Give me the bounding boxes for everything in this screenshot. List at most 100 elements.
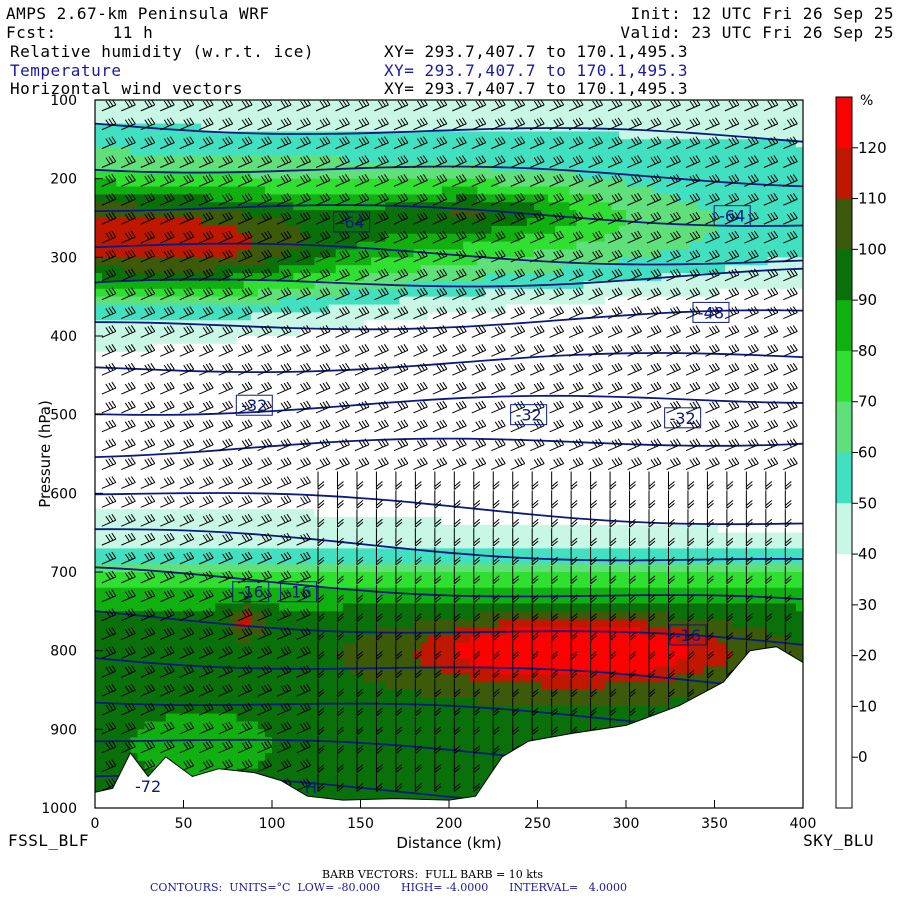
rh-cell	[328, 100, 337, 109]
rh-cell	[137, 572, 146, 581]
rh-cell	[151, 595, 160, 605]
rh-cell	[158, 438, 167, 447]
rh-cell	[172, 375, 181, 384]
rh-cell	[172, 634, 181, 644]
rh-cell	[342, 383, 351, 392]
rh-cell	[463, 336, 471, 345]
rh-cell	[349, 461, 358, 471]
rh-cell	[215, 359, 224, 369]
rh-cell	[279, 674, 287, 683]
rh-cell	[364, 760, 372, 770]
rh-cell	[449, 304, 457, 313]
rh-cell	[109, 579, 117, 589]
rh-cell	[151, 705, 160, 715]
rh-cell	[307, 288, 316, 298]
rh-cell	[434, 540, 443, 549]
rh-cell	[116, 131, 124, 140]
rh-cell	[335, 713, 344, 723]
rh-cell	[194, 634, 202, 644]
rh-cell	[130, 430, 139, 439]
rh-cell	[95, 225, 103, 235]
rh-cell	[342, 524, 351, 534]
rh-cell	[342, 752, 351, 762]
rh-cell	[463, 666, 471, 675]
rh-cell	[413, 564, 422, 573]
rh-cell	[187, 595, 195, 605]
rh-cell	[378, 257, 386, 266]
rh-cell	[222, 658, 231, 667]
rh-cell	[165, 139, 174, 148]
rh-cell	[307, 682, 316, 691]
rh-cell	[201, 233, 209, 243]
rh-cell	[102, 745, 110, 754]
rh-cell	[385, 634, 393, 644]
rh-cell	[201, 186, 209, 195]
rh-cell	[456, 516, 464, 526]
rh-cell	[215, 682, 224, 691]
rh-cell	[342, 218, 351, 227]
rh-cell	[385, 328, 393, 337]
rh-cell	[371, 760, 379, 770]
rh-cell	[116, 398, 124, 408]
rh-cell	[456, 280, 464, 290]
rh-cell	[335, 446, 344, 455]
rh-cell	[194, 422, 202, 431]
rh-cell	[399, 658, 408, 667]
rh-cell	[399, 328, 408, 337]
rh-cell	[243, 619, 252, 628]
rh-cell	[201, 634, 209, 644]
rh-cell	[165, 705, 174, 715]
rh-cell	[300, 194, 308, 203]
rh-cell	[194, 131, 202, 140]
rh-cell	[250, 178, 259, 188]
rh-cell	[123, 391, 131, 400]
rh-cell	[477, 351, 485, 361]
rh-cell	[179, 532, 188, 542]
rh-cell	[109, 257, 117, 266]
rh-cell	[399, 414, 408, 424]
rh-cell	[427, 343, 436, 353]
rh-cell	[420, 446, 429, 455]
rh-cell	[307, 210, 316, 219]
rh-cell	[406, 257, 415, 266]
rh-cell	[272, 666, 280, 675]
rh-cell	[456, 611, 464, 620]
rh-cell	[144, 469, 153, 479]
rh-cell	[463, 501, 471, 510]
rh-cell	[286, 241, 294, 251]
rh-cell	[208, 288, 216, 298]
rh-cell	[399, 139, 408, 148]
rh-cell	[413, 524, 422, 534]
rh-cell	[229, 178, 238, 188]
rh-cell	[222, 713, 231, 723]
rh-cell	[456, 454, 464, 463]
rh-cell	[300, 391, 308, 400]
rh-cell	[456, 532, 464, 542]
rh-cell	[378, 690, 386, 699]
rh-cell	[463, 414, 471, 424]
rh-cell	[208, 398, 216, 408]
rh-cell	[300, 658, 308, 667]
rh-cell	[137, 690, 146, 699]
rh-cell	[151, 367, 160, 376]
rh-cell	[208, 595, 216, 605]
rh-cell	[279, 241, 287, 251]
rh-cell	[243, 414, 252, 424]
rh-cell	[279, 296, 287, 306]
rh-cell	[463, 186, 471, 195]
rh-cell	[172, 674, 181, 683]
rh-cell	[123, 280, 131, 290]
rh-cell	[307, 123, 316, 133]
rh-cell	[449, 595, 457, 605]
rh-cell	[130, 123, 139, 133]
rh-cell	[427, 296, 436, 306]
rh-cell	[172, 485, 181, 494]
rh-cell	[102, 233, 110, 243]
rh-cell	[371, 634, 379, 644]
rh-cell	[470, 304, 478, 313]
rh-cell	[321, 634, 330, 644]
rh-cell	[406, 343, 415, 353]
rh-cell	[484, 186, 493, 195]
rh-cell	[385, 288, 393, 298]
rh-cell	[279, 650, 287, 660]
